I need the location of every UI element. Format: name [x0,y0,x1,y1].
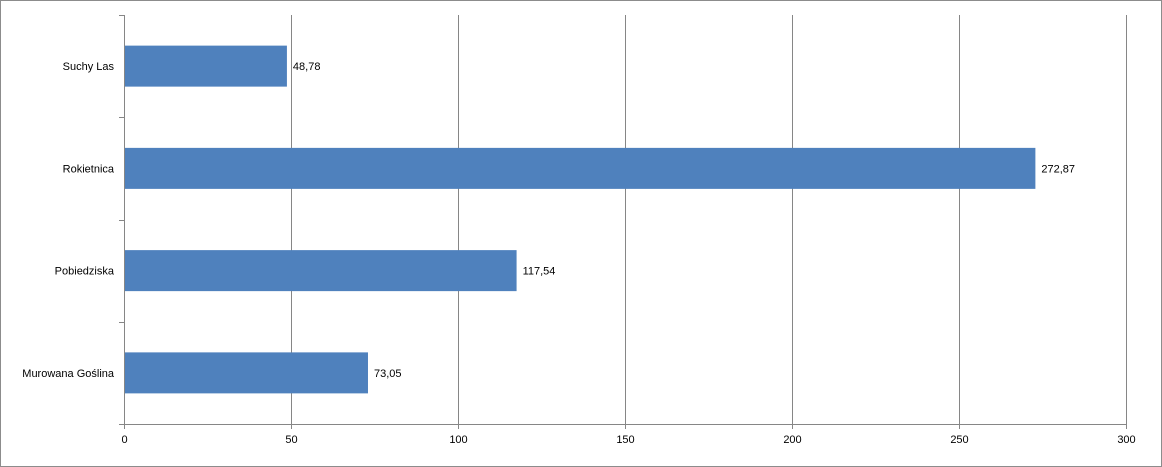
bar [125,352,368,394]
labels: 0 50 100 150 200 250 300 Murowana Goślina 73,05 P… [22,61,1135,446]
data-label: 73,05 [374,368,402,380]
bars [125,45,1036,394]
axes [119,15,1127,429]
gridlines [291,15,1127,424]
x-tick-label: 250 [950,434,968,446]
category-label: Pobiedziska [55,266,115,278]
bar [125,147,1036,189]
x-tick-label: 200 [783,434,801,446]
category-label: Rokietnica [63,163,115,175]
category-label: Murowana Goślina [22,368,115,380]
category-label: Suchy Las [63,61,115,73]
x-tick-label: 50 [285,434,297,446]
bar [125,45,287,87]
data-label: 117,54 [523,266,556,278]
x-tick-label: 150 [616,434,634,446]
x-tick-label: 100 [449,434,467,446]
bar [125,250,517,292]
x-tick-label: 300 [1117,434,1135,446]
data-label: 48,78 [293,61,321,73]
x-tick-label: 0 [121,434,127,446]
data-label: 272,87 [1041,163,1075,175]
